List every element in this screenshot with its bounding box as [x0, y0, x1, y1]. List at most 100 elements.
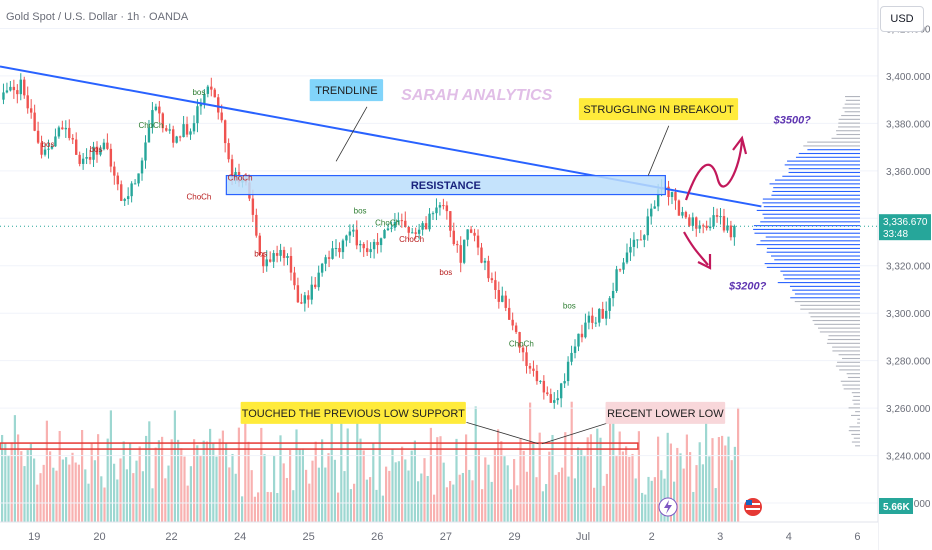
volume-bar: [573, 478, 576, 522]
volume-bar: [84, 469, 87, 522]
volume-bar: [119, 458, 122, 522]
candle-body: [417, 229, 421, 234]
volume-bar: [173, 410, 176, 522]
candle-body: [525, 352, 528, 366]
candle-body: [625, 252, 629, 263]
candle-body: [220, 112, 223, 121]
candle-body: [348, 231, 352, 236]
candle-body: [459, 245, 462, 263]
volume-bar: [138, 446, 141, 522]
volume-bar: [356, 423, 359, 522]
volume-profile: [753, 96, 860, 447]
candle-body: [594, 322, 598, 324]
candle-body: [670, 192, 674, 197]
volume-bar: [525, 471, 528, 522]
volume-bar: [4, 443, 7, 522]
volume-bar: [481, 489, 484, 522]
time-tick-label: 24: [234, 531, 246, 543]
volume-bar: [602, 485, 605, 522]
volume-bar: [561, 467, 564, 522]
volume-profile-bar: [845, 99, 860, 101]
volume-bar: [247, 441, 250, 522]
volume-bar: [148, 421, 151, 522]
volume-bar: [378, 416, 381, 522]
volume-bar: [183, 456, 186, 522]
candle-body: [639, 239, 643, 241]
candle-body: [275, 253, 279, 256]
volume-bar: [266, 491, 269, 522]
candle-body: [16, 90, 19, 95]
candle-body: [442, 205, 445, 207]
candle-body: [262, 254, 265, 267]
candle-body: [206, 86, 210, 94]
volume-bar: [535, 477, 538, 522]
volume-profile-bar: [819, 331, 860, 333]
volume-bar: [455, 438, 458, 522]
candle-body: [272, 253, 275, 262]
time-tick-label: 19: [28, 531, 40, 543]
candle-body: [553, 400, 556, 403]
volume-bar: [151, 488, 154, 522]
volume-profile-bar: [848, 430, 860, 432]
volume-bar: [644, 494, 647, 522]
volume-bar: [311, 460, 314, 522]
volume-profile-bar: [855, 411, 860, 413]
candle-body: [369, 249, 372, 253]
volume-profile-bar: [844, 111, 860, 113]
volume-bar: [458, 474, 461, 522]
volume-bar: [586, 437, 589, 522]
candles: [2, 73, 736, 409]
volume-bar: [692, 491, 695, 522]
volume-bar: [532, 444, 535, 522]
volume-bar: [612, 402, 615, 522]
volume-profile-bar: [774, 259, 860, 261]
volume-bar: [337, 492, 340, 522]
candle-body: [688, 217, 691, 226]
volume-profile-bar: [832, 346, 860, 348]
target-label: $3500?: [773, 114, 812, 126]
time-tick-label: Jul: [576, 531, 590, 543]
time-tick-label: 2: [649, 531, 655, 543]
callout-label: STRUGGLING IN BREAKOUT: [583, 104, 734, 116]
volume-bar: [164, 478, 167, 522]
candle-body: [5, 90, 9, 93]
volume-bar: [493, 449, 496, 522]
volume-bar: [343, 471, 346, 522]
candle-body: [230, 159, 234, 178]
volume-bar: [433, 494, 436, 522]
volume-bar: [129, 442, 132, 522]
volume-bar: [250, 470, 253, 522]
volume-bar: [74, 462, 77, 522]
volume-bar: [413, 440, 416, 522]
candle-body: [643, 235, 646, 240]
volume-profile-bar: [790, 297, 860, 299]
structure-label: bos: [42, 140, 55, 149]
candle-body: [165, 128, 168, 131]
down-arrow-head: [697, 254, 712, 270]
candle-body: [327, 257, 331, 259]
volume-bar: [554, 474, 557, 522]
volume-profile-bar: [782, 175, 860, 177]
candle-body: [632, 239, 636, 247]
candle-body: [542, 380, 546, 393]
structure-label: bos: [439, 268, 452, 277]
candle-body: [185, 124, 189, 135]
volume-bar: [193, 439, 196, 522]
candle-body: [258, 235, 261, 255]
candle-body: [483, 260, 487, 263]
volume-bar: [500, 441, 503, 522]
time-axis: 19 20 22 24 25 26 27 29 Jul 2 3 4 6: [0, 521, 878, 550]
volume-bar: [100, 476, 103, 522]
volume-bar: [314, 441, 317, 522]
currency-button[interactable]: USD: [880, 6, 924, 32]
candle-body: [487, 260, 490, 279]
volume-profile-bar: [754, 232, 860, 234]
volume-bar: [177, 439, 180, 522]
volume-bar: [132, 473, 135, 522]
volume-bar: [461, 472, 464, 522]
volume-bar: [388, 470, 391, 522]
volume-bar: [685, 434, 688, 522]
volume-bar: [522, 450, 525, 522]
volume-profile-bar: [771, 194, 860, 196]
